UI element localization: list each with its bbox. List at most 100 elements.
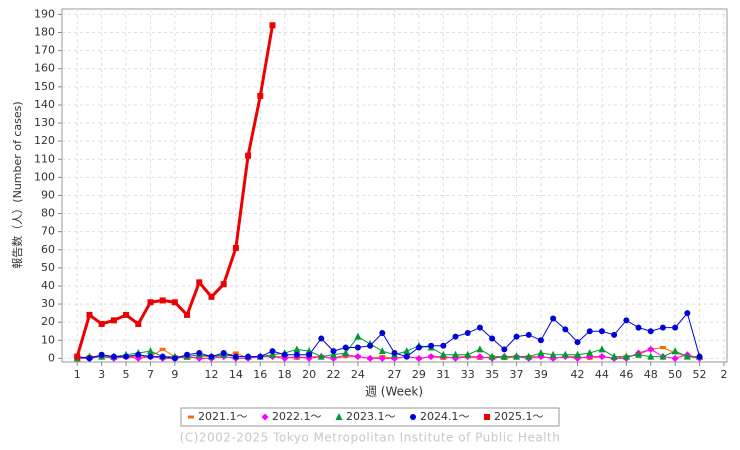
marker: [549, 350, 557, 358]
x-tick-label: 2: [720, 368, 727, 381]
y-tick-label: 40: [41, 279, 55, 292]
marker: [476, 324, 483, 331]
marker: [489, 335, 496, 342]
marker: [684, 310, 691, 317]
marker: [281, 351, 288, 358]
marker: [379, 330, 386, 337]
marker: [500, 352, 508, 360]
marker: [574, 350, 582, 358]
marker: [452, 333, 459, 340]
marker: [220, 281, 227, 288]
marker: [293, 351, 300, 358]
marker: [537, 337, 544, 344]
marker: [391, 349, 398, 356]
marker: [245, 152, 252, 159]
marker: [196, 349, 203, 356]
x-axis-label: 週 (Week): [365, 385, 423, 399]
marker: [647, 345, 655, 353]
x-tick-label: 52: [693, 368, 707, 381]
marker: [110, 353, 117, 360]
marker: [306, 351, 313, 358]
marker: [354, 344, 361, 351]
marker: [611, 331, 618, 338]
marker: [257, 92, 264, 99]
marker: [659, 352, 667, 360]
legend-label: 2023.1～: [346, 410, 396, 423]
marker: [159, 353, 166, 360]
marker: [439, 350, 447, 358]
x-tick-label: 29: [412, 368, 426, 381]
marker: [342, 348, 350, 356]
marker: [659, 346, 666, 350]
marker: [208, 353, 215, 360]
marker: [147, 353, 154, 360]
marker: [550, 315, 557, 322]
marker: [135, 351, 142, 358]
y-tick-label: 30: [41, 297, 55, 310]
legend: 2021.1～ 2022.1～ 2023.1～ 2024.1～ 2025.1～: [180, 407, 560, 427]
marker: [171, 299, 178, 306]
legend-marker: [188, 415, 194, 419]
marker: [671, 354, 679, 362]
marker: [452, 350, 460, 358]
marker: [354, 332, 362, 340]
y-tick-label: 0: [48, 351, 55, 364]
marker: [403, 347, 411, 355]
marker: [268, 350, 276, 358]
y-tick-label: 120: [34, 134, 55, 147]
marker: [525, 331, 532, 338]
marker: [378, 354, 386, 362]
marker: [598, 328, 605, 335]
marker: [318, 335, 325, 342]
x-tick-label: 22: [326, 368, 340, 381]
marker: [330, 348, 337, 355]
marker: [147, 299, 154, 306]
marker: [513, 352, 521, 360]
x-tick-label: 16: [253, 368, 267, 381]
marker: [135, 320, 142, 327]
x-tick-label: 3: [98, 368, 105, 381]
y-tick-label: 20: [41, 315, 55, 328]
y-tick-label: 140: [34, 98, 55, 111]
x-tick-label: 31: [436, 368, 450, 381]
marker: [623, 317, 630, 324]
x-tick-label: 24: [351, 368, 365, 381]
marker: [74, 353, 81, 360]
legend-marker: [335, 413, 343, 420]
marker: [98, 320, 105, 327]
marker: [232, 244, 239, 251]
marker: [354, 353, 362, 361]
x-tick-label: 12: [204, 368, 218, 381]
marker: [342, 344, 349, 351]
marker: [317, 352, 325, 360]
legend-box: [180, 407, 560, 427]
marker: [415, 354, 423, 362]
x-tick-label: 50: [668, 368, 682, 381]
y-tick-label: 90: [41, 188, 55, 201]
y-tick-label: 10: [41, 333, 55, 346]
legend-label: 2021.1～: [198, 410, 248, 423]
marker: [683, 352, 691, 360]
marker: [366, 354, 374, 362]
legend-marker: [261, 413, 269, 421]
marker: [525, 352, 533, 360]
marker: [647, 328, 654, 335]
marker: [659, 324, 666, 331]
x-tick-label: 39: [534, 368, 548, 381]
x-tick-label: 42: [571, 368, 585, 381]
y-tick-label: 130: [34, 116, 55, 129]
marker: [123, 311, 130, 318]
y-tick-label: 170: [34, 44, 55, 57]
marker: [635, 350, 643, 358]
marker: [293, 345, 301, 353]
x-tick-label: 20: [302, 368, 316, 381]
x-tick-label: 37: [510, 368, 524, 381]
y-tick-label: 100: [34, 170, 55, 183]
marker: [329, 350, 337, 358]
marker: [610, 352, 618, 360]
marker: [159, 297, 166, 304]
marker: [622, 352, 630, 360]
marker: [574, 339, 581, 346]
marker: [159, 347, 166, 351]
y-tick-label: 110: [34, 152, 55, 165]
